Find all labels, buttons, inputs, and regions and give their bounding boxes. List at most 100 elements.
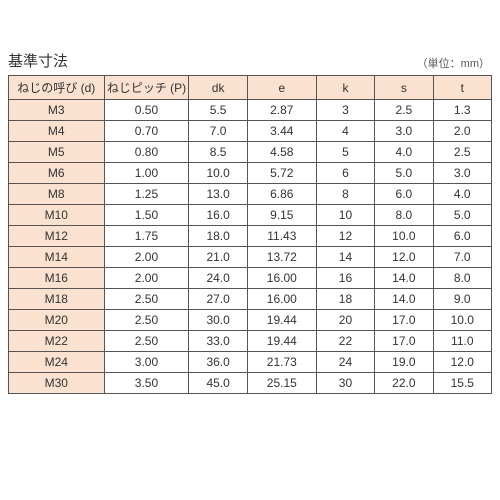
data-cell: 2.87	[247, 100, 316, 121]
table-row: M40.707.03.4443.02.0	[9, 121, 492, 142]
data-cell: 15.5	[433, 373, 491, 394]
data-cell: 8.0	[375, 205, 433, 226]
column-header: dk	[189, 76, 247, 100]
data-cell: 13.72	[247, 247, 316, 268]
table-row: M222.5033.019.442217.011.0	[9, 331, 492, 352]
row-header-cell: M8	[9, 184, 105, 205]
table-row: M30.505.52.8732.51.3	[9, 100, 492, 121]
data-cell: 3.0	[433, 163, 491, 184]
data-cell: 14.0	[375, 268, 433, 289]
data-cell: 11.43	[247, 226, 316, 247]
row-header-cell: M3	[9, 100, 105, 121]
row-header-cell: M24	[9, 352, 105, 373]
table-row: M182.5027.016.001814.09.0	[9, 289, 492, 310]
row-header-cell: M14	[9, 247, 105, 268]
data-cell: 1.50	[104, 205, 189, 226]
data-cell: 12.0	[433, 352, 491, 373]
data-cell: 19.44	[247, 310, 316, 331]
data-cell: 12	[316, 226, 374, 247]
column-header: e	[247, 76, 316, 100]
data-cell: 2.00	[104, 268, 189, 289]
row-header-cell: M6	[9, 163, 105, 184]
data-cell: 2.50	[104, 310, 189, 331]
data-cell: 2.50	[104, 331, 189, 352]
data-cell: 4.58	[247, 142, 316, 163]
data-cell: 27.0	[189, 289, 247, 310]
data-cell: 21.0	[189, 247, 247, 268]
column-header: k	[316, 76, 374, 100]
column-header: ねじピッチ (P)	[104, 76, 189, 100]
data-cell: 16.00	[247, 289, 316, 310]
data-cell: 5	[316, 142, 374, 163]
data-cell: 0.70	[104, 121, 189, 142]
data-cell: 24.0	[189, 268, 247, 289]
table-row: M303.5045.025.153022.015.5	[9, 373, 492, 394]
data-cell: 5.72	[247, 163, 316, 184]
data-cell: 6.0	[433, 226, 491, 247]
data-cell: 36.0	[189, 352, 247, 373]
dimension-table: ねじの呼び (d)ねじピッチ (P)dkekst M30.505.52.8732…	[8, 75, 492, 394]
table-row: M50.808.54.5854.02.5	[9, 142, 492, 163]
table-row: M101.5016.09.15108.05.0	[9, 205, 492, 226]
unit-label: （単位：mm）	[417, 55, 492, 71]
data-cell: 45.0	[189, 373, 247, 394]
data-cell: 30.0	[189, 310, 247, 331]
row-header-cell: M18	[9, 289, 105, 310]
data-cell: 3	[316, 100, 374, 121]
page-container: 基準寸法 （単位：mm） ねじの呼び (d)ねじピッチ (P)dkekst M3…	[0, 0, 500, 394]
data-cell: 1.75	[104, 226, 189, 247]
data-cell: 2.00	[104, 247, 189, 268]
data-cell: 12.0	[375, 247, 433, 268]
data-cell: 25.15	[247, 373, 316, 394]
data-cell: 4.0	[375, 142, 433, 163]
data-cell: 24	[316, 352, 374, 373]
row-header-cell: M12	[9, 226, 105, 247]
data-cell: 2.50	[104, 289, 189, 310]
data-cell: 3.50	[104, 373, 189, 394]
data-cell: 1.00	[104, 163, 189, 184]
data-cell: 30	[316, 373, 374, 394]
data-cell: 0.80	[104, 142, 189, 163]
data-cell: 8.0	[433, 268, 491, 289]
data-cell: 2.5	[375, 100, 433, 121]
data-cell: 3.00	[104, 352, 189, 373]
table-row: M61.0010.05.7265.03.0	[9, 163, 492, 184]
data-cell: 4.0	[433, 184, 491, 205]
data-cell: 33.0	[189, 331, 247, 352]
data-cell: 7.0	[433, 247, 491, 268]
row-header-cell: M4	[9, 121, 105, 142]
row-header-cell: M22	[9, 331, 105, 352]
data-cell: 9.0	[433, 289, 491, 310]
data-cell: 14	[316, 247, 374, 268]
data-cell: 22	[316, 331, 374, 352]
data-cell: 16.0	[189, 205, 247, 226]
row-header-cell: M5	[9, 142, 105, 163]
data-cell: 22.0	[375, 373, 433, 394]
data-cell: 1.3	[433, 100, 491, 121]
data-cell: 8.5	[189, 142, 247, 163]
data-cell: 7.0	[189, 121, 247, 142]
data-cell: 17.0	[375, 310, 433, 331]
table-header-row: ねじの呼び (d)ねじピッチ (P)dkekst	[9, 76, 492, 100]
data-cell: 1.25	[104, 184, 189, 205]
data-cell: 19.44	[247, 331, 316, 352]
column-header: t	[433, 76, 491, 100]
row-header-cell: M30	[9, 373, 105, 394]
table-row: M243.0036.021.732419.012.0	[9, 352, 492, 373]
data-cell: 10.0	[189, 163, 247, 184]
data-cell: 4	[316, 121, 374, 142]
data-cell: 19.0	[375, 352, 433, 373]
table-row: M142.0021.013.721412.07.0	[9, 247, 492, 268]
data-cell: 6	[316, 163, 374, 184]
data-cell: 18.0	[189, 226, 247, 247]
table-body: M30.505.52.8732.51.3M40.707.03.4443.02.0…	[9, 100, 492, 394]
data-cell: 14.0	[375, 289, 433, 310]
column-header: ねじの呼び (d)	[9, 76, 105, 100]
table-row: M162.0024.016.001614.08.0	[9, 268, 492, 289]
data-cell: 6.0	[375, 184, 433, 205]
data-cell: 21.73	[247, 352, 316, 373]
data-cell: 16	[316, 268, 374, 289]
data-cell: 0.50	[104, 100, 189, 121]
table-row: M81.2513.06.8686.04.0	[9, 184, 492, 205]
data-cell: 13.0	[189, 184, 247, 205]
